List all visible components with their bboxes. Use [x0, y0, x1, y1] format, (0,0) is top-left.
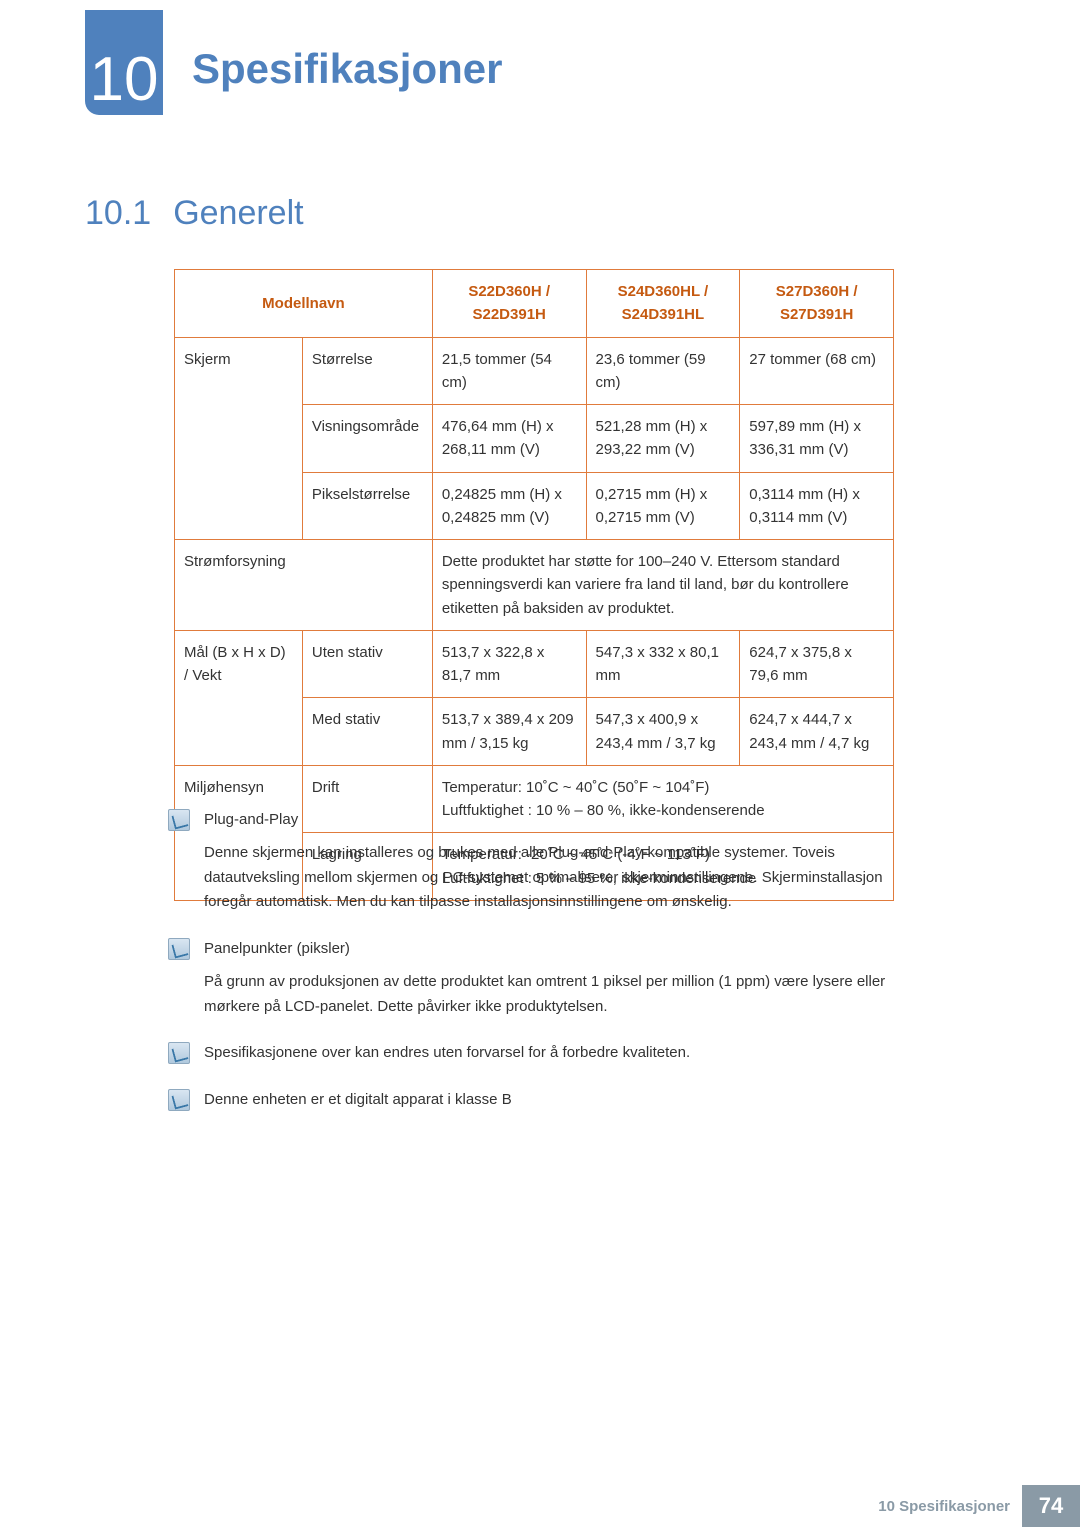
cell: Pikselstørrelse: [302, 472, 432, 540]
note-icon: [168, 809, 190, 831]
cell-power-label: Strømforsyning: [175, 540, 433, 631]
note-title: Panelpunkter (piksler): [204, 937, 898, 962]
cell: Størrelse: [302, 337, 432, 405]
cell: 547,3 x 332 x 80,1 mm: [586, 630, 740, 698]
header-col2: S24D360HL / S24D391HL: [586, 270, 740, 338]
cell: 624,7 x 375,8 x 79,6 mm: [740, 630, 894, 698]
chapter-title: Spesifikasjoner: [192, 45, 502, 93]
section-header: 10.1 Generelt: [85, 194, 304, 233]
chapter-number: 10: [90, 49, 159, 111]
cell: 513,7 x 389,4 x 209 mm / 3,15 kg: [432, 698, 586, 766]
cell-screen-label: Skjerm: [175, 337, 303, 540]
cell: 0,24825 mm (H) x 0,24825 mm (V): [432, 472, 586, 540]
note-icon: [168, 938, 190, 960]
note-body: Denne enheten er et digitalt apparat i k…: [204, 1088, 898, 1113]
spec-table: Modellnavn S22D360H / S22D391H S24D360HL…: [174, 269, 894, 901]
note-text: Denne enheten er et digitalt apparat i k…: [204, 1088, 898, 1113]
table-row: Skjerm Størrelse 21,5 tommer (54 cm) 23,…: [175, 337, 894, 405]
note-body: Panelpunkter (piksler) På grunn av produ…: [204, 937, 898, 1019]
note-icon: [168, 1042, 190, 1064]
section-title: Generelt: [173, 194, 303, 232]
note-text: På grunn av produksjonen av dette produk…: [204, 970, 898, 1020]
note-text: Denne skjermen kan installeres og brukes…: [204, 841, 898, 915]
footer-label: 10 Spesifikasjoner: [878, 1485, 1022, 1527]
note-body: Plug-and-Play Denne skjermen kan install…: [204, 808, 898, 915]
cell: 0,2715 mm (H) x 0,2715 mm (V): [586, 472, 740, 540]
note-item: Plug-and-Play Denne skjermen kan install…: [168, 808, 898, 915]
note-text: Spesifikasjonene over kan endres uten fo…: [204, 1041, 898, 1066]
cell: 0,3114 mm (H) x 0,3114 mm (V): [740, 472, 894, 540]
section-number: 10.1: [85, 194, 151, 232]
header-model: Modellnavn: [175, 270, 433, 338]
cell: Visningsområde: [302, 405, 432, 473]
cell: 23,6 tommer (59 cm): [586, 337, 740, 405]
cell: 21,5 tommer (54 cm): [432, 337, 586, 405]
cell: Uten stativ: [302, 630, 432, 698]
cell: 624,7 x 444,7 x 243,4 mm / 4,7 kg: [740, 698, 894, 766]
cell: 513,7 x 322,8 x 81,7 mm: [432, 630, 586, 698]
cell: Med stativ: [302, 698, 432, 766]
notes-block: Plug-and-Play Denne skjermen kan install…: [168, 808, 898, 1135]
cell-power-text: Dette produktet har støtte for 100–240 V…: [432, 540, 893, 631]
header-col1: S22D360H / S22D391H: [432, 270, 586, 338]
note-item: Spesifikasjonene over kan endres uten fo…: [168, 1041, 898, 1066]
cell: 476,64 mm (H) x 268,11 mm (V): [432, 405, 586, 473]
header-col3: S27D360H / S27D391H: [740, 270, 894, 338]
cell-dim-label: Mål (B x H x D) / Vekt: [175, 630, 303, 765]
table-row: Strømforsyning Dette produktet har støtt…: [175, 540, 894, 631]
note-item: Denne enheten er et digitalt apparat i k…: [168, 1088, 898, 1113]
line: Temperatur: 10˚C ~ 40˚C (50˚F ~ 104˚F): [442, 776, 884, 799]
footer-page-number: 74: [1022, 1485, 1080, 1527]
chapter-tab: 10: [85, 10, 163, 115]
cell: 547,3 x 400,9 x 243,4 mm / 3,7 kg: [586, 698, 740, 766]
note-body: Spesifikasjonene over kan endres uten fo…: [204, 1041, 898, 1066]
note-item: Panelpunkter (piksler) På grunn av produ…: [168, 937, 898, 1019]
cell: 27 tommer (68 cm): [740, 337, 894, 405]
cell: 597,89 mm (H) x 336,31 mm (V): [740, 405, 894, 473]
cell: 521,28 mm (H) x 293,22 mm (V): [586, 405, 740, 473]
page-footer: 10 Spesifikasjoner 74: [0, 1485, 1080, 1527]
table-header-row: Modellnavn S22D360H / S22D391H S24D360HL…: [175, 270, 894, 338]
note-icon: [168, 1089, 190, 1111]
table-row: Mål (B x H x D) / Vekt Uten stativ 513,7…: [175, 630, 894, 698]
note-title: Plug-and-Play: [204, 808, 898, 833]
